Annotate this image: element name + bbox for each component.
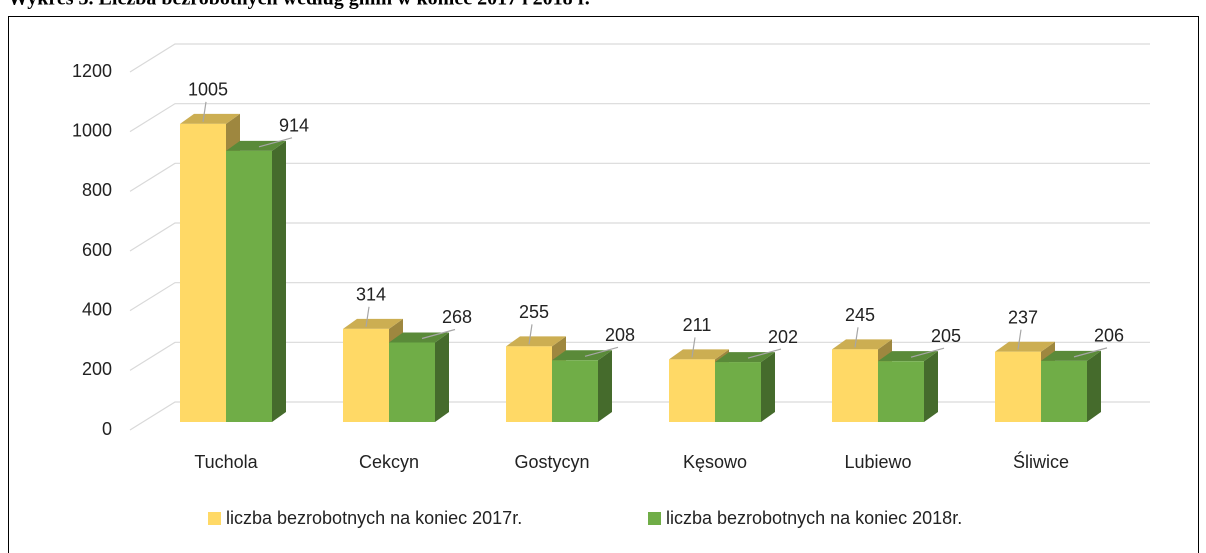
data-label: 208 xyxy=(605,325,635,345)
legend-swatch xyxy=(208,512,221,525)
x-tick-label: Gostycyn xyxy=(514,452,589,472)
data-label: 205 xyxy=(931,326,961,346)
bar xyxy=(832,349,878,422)
bar xyxy=(995,351,1041,422)
leader-line xyxy=(854,327,859,348)
y-tick-label: 1000 xyxy=(72,120,112,140)
bar xyxy=(226,150,272,422)
data-label: 237 xyxy=(1008,307,1038,327)
grid-line xyxy=(129,341,1150,371)
y-tick-label: 400 xyxy=(82,299,112,319)
x-tick-label: Kęsowo xyxy=(683,452,747,472)
bar xyxy=(1041,360,1087,422)
data-label: 914 xyxy=(279,116,309,136)
leader-line xyxy=(747,348,782,359)
x-tick-label: Tuchola xyxy=(194,452,258,472)
bar xyxy=(878,361,924,422)
data-label: 245 xyxy=(845,305,875,325)
grid-line xyxy=(129,103,1150,133)
grid-line xyxy=(129,222,1150,252)
grid-line xyxy=(129,43,1150,73)
y-tick-label: 200 xyxy=(82,359,112,379)
bar-side xyxy=(924,351,938,422)
leader-line xyxy=(691,337,696,358)
y-tick-label: 800 xyxy=(82,180,112,200)
data-label: 211 xyxy=(683,315,712,335)
data-label: 202 xyxy=(768,327,798,347)
bar-top xyxy=(995,341,1055,352)
bar-side xyxy=(598,350,612,422)
bar-top xyxy=(832,339,892,350)
bar-top xyxy=(343,318,403,329)
bar-side xyxy=(761,352,775,422)
grid-line xyxy=(129,282,1150,312)
grid-line xyxy=(129,162,1150,192)
bar xyxy=(180,123,226,422)
chart-title: Wykres 3. Liczba bezrobotnych według gmi… xyxy=(8,0,590,10)
bar-top xyxy=(180,113,240,124)
bar xyxy=(669,359,715,422)
data-label: 314 xyxy=(356,285,386,305)
leader-line xyxy=(910,347,945,358)
bar xyxy=(343,328,389,422)
bar-top xyxy=(506,336,566,347)
legend-label: liczba bezrobotnych na koniec 2018r. xyxy=(666,508,962,528)
leader-line xyxy=(528,324,533,345)
bar-side xyxy=(272,140,286,422)
y-tick-label: 0 xyxy=(102,419,112,439)
data-label: 206 xyxy=(1094,326,1124,346)
leader-line xyxy=(1073,347,1108,358)
leader-line xyxy=(258,137,293,148)
x-tick-label: Śliwice xyxy=(1013,451,1069,472)
chart-border xyxy=(8,16,1199,553)
bar-top xyxy=(669,349,729,360)
data-label: 1005 xyxy=(188,80,228,100)
x-tick-label: Cekcyn xyxy=(359,452,419,472)
leader-line xyxy=(584,346,619,357)
data-label: 268 xyxy=(442,307,472,327)
y-tick-label: 600 xyxy=(82,240,112,260)
bar xyxy=(389,342,435,422)
leader-line xyxy=(1017,329,1022,350)
bar xyxy=(715,362,761,422)
legend-swatch xyxy=(648,512,661,525)
bar xyxy=(506,346,552,422)
y-tick-label: 1200 xyxy=(72,61,112,81)
bar-side xyxy=(435,332,449,422)
legend-label: liczba bezrobotnych na koniec 2017r. xyxy=(226,508,522,528)
grid-line xyxy=(129,401,1150,431)
leader-line xyxy=(365,306,370,327)
bar-side xyxy=(1087,350,1101,422)
bar xyxy=(552,360,598,422)
x-tick-label: Lubiewo xyxy=(844,452,911,472)
leader-line xyxy=(202,101,207,122)
leader-line xyxy=(421,328,456,340)
data-label: 255 xyxy=(519,302,549,322)
